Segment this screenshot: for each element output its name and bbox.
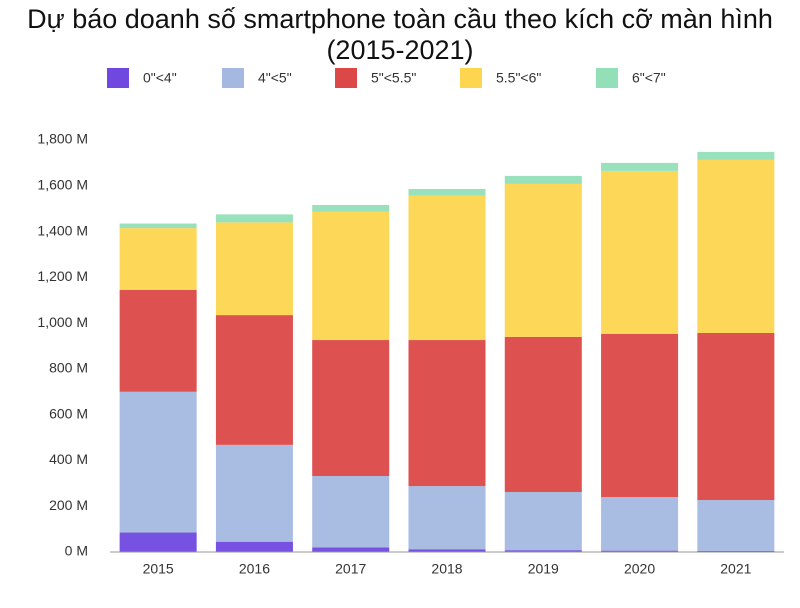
bar-segment bbox=[312, 476, 390, 548]
legend-swatch bbox=[335, 68, 357, 88]
bar-segment bbox=[504, 336, 582, 493]
bar-segment bbox=[119, 228, 197, 290]
x-tick-label: 2015 bbox=[143, 561, 174, 577]
bar-segment bbox=[408, 188, 486, 196]
bar-segment bbox=[215, 214, 293, 223]
y-tick-label: 800 M bbox=[49, 360, 88, 376]
bar-segment bbox=[601, 333, 679, 498]
bar-segment bbox=[215, 444, 293, 542]
bar-segment bbox=[601, 550, 679, 552]
chart-title: Dự báo doanh số smartphone toàn cầu theo… bbox=[27, 4, 773, 65]
bar-segment bbox=[119, 391, 197, 533]
x-tick-label: 2017 bbox=[335, 561, 366, 577]
bar-segment bbox=[312, 547, 390, 552]
bar-segment bbox=[408, 549, 486, 552]
legend-swatch bbox=[107, 68, 129, 88]
bar-segment bbox=[312, 340, 390, 477]
bar-segment bbox=[697, 550, 775, 552]
x-tick-label: 2020 bbox=[624, 561, 655, 577]
y-tick-label: 200 M bbox=[49, 497, 88, 513]
bar-segment bbox=[119, 289, 197, 392]
y-tick-label: 400 M bbox=[49, 451, 88, 467]
bar-segment bbox=[312, 205, 390, 212]
bar-segment bbox=[408, 486, 486, 550]
legend-swatch bbox=[596, 68, 618, 88]
y-tick-label: 1,600 M bbox=[37, 176, 88, 192]
bar-segment bbox=[215, 541, 293, 552]
bar-segment bbox=[601, 162, 679, 171]
x-tick-label: 2018 bbox=[431, 561, 462, 577]
legend-label: 0"<4" bbox=[143, 70, 177, 86]
x-tick-label: 2021 bbox=[720, 561, 751, 577]
x-tick-label: 2016 bbox=[239, 561, 270, 577]
bar-segment bbox=[408, 340, 486, 487]
bar-segment bbox=[697, 500, 775, 551]
bar-segment bbox=[504, 492, 582, 551]
bar-segment bbox=[697, 159, 775, 333]
bar-segment bbox=[312, 211, 390, 341]
x-tick-label: 2019 bbox=[528, 561, 559, 577]
bar-segment bbox=[504, 175, 582, 184]
y-tick-label: 1,400 M bbox=[37, 222, 88, 238]
y-tick-label: 1,800 M bbox=[37, 131, 88, 147]
bar-segment bbox=[504, 183, 582, 337]
bar-segment bbox=[119, 532, 197, 552]
legend-label: 6"<7" bbox=[632, 70, 666, 86]
y-tick-label: 1,200 M bbox=[37, 268, 88, 284]
bar-segment bbox=[697, 332, 775, 501]
legend-label: 5.5"<6" bbox=[496, 70, 541, 86]
bar-segment bbox=[408, 195, 486, 341]
bar-segment bbox=[601, 497, 679, 551]
bar-segment bbox=[119, 223, 197, 229]
bar-segment bbox=[697, 151, 775, 160]
legend-label: 5"<5.5" bbox=[371, 70, 416, 86]
y-tick-label: 1,000 M bbox=[37, 314, 88, 330]
bar-segment bbox=[601, 170, 679, 334]
legend-swatch bbox=[222, 68, 244, 88]
y-tick-label: 0 M bbox=[65, 543, 88, 559]
y-tick-label: 600 M bbox=[49, 405, 88, 421]
bar-segment bbox=[215, 222, 293, 316]
legend-label: 4"<5" bbox=[258, 70, 292, 86]
bar-segment bbox=[504, 550, 582, 552]
bar-segment bbox=[215, 315, 293, 445]
legend-swatch bbox=[460, 68, 482, 88]
